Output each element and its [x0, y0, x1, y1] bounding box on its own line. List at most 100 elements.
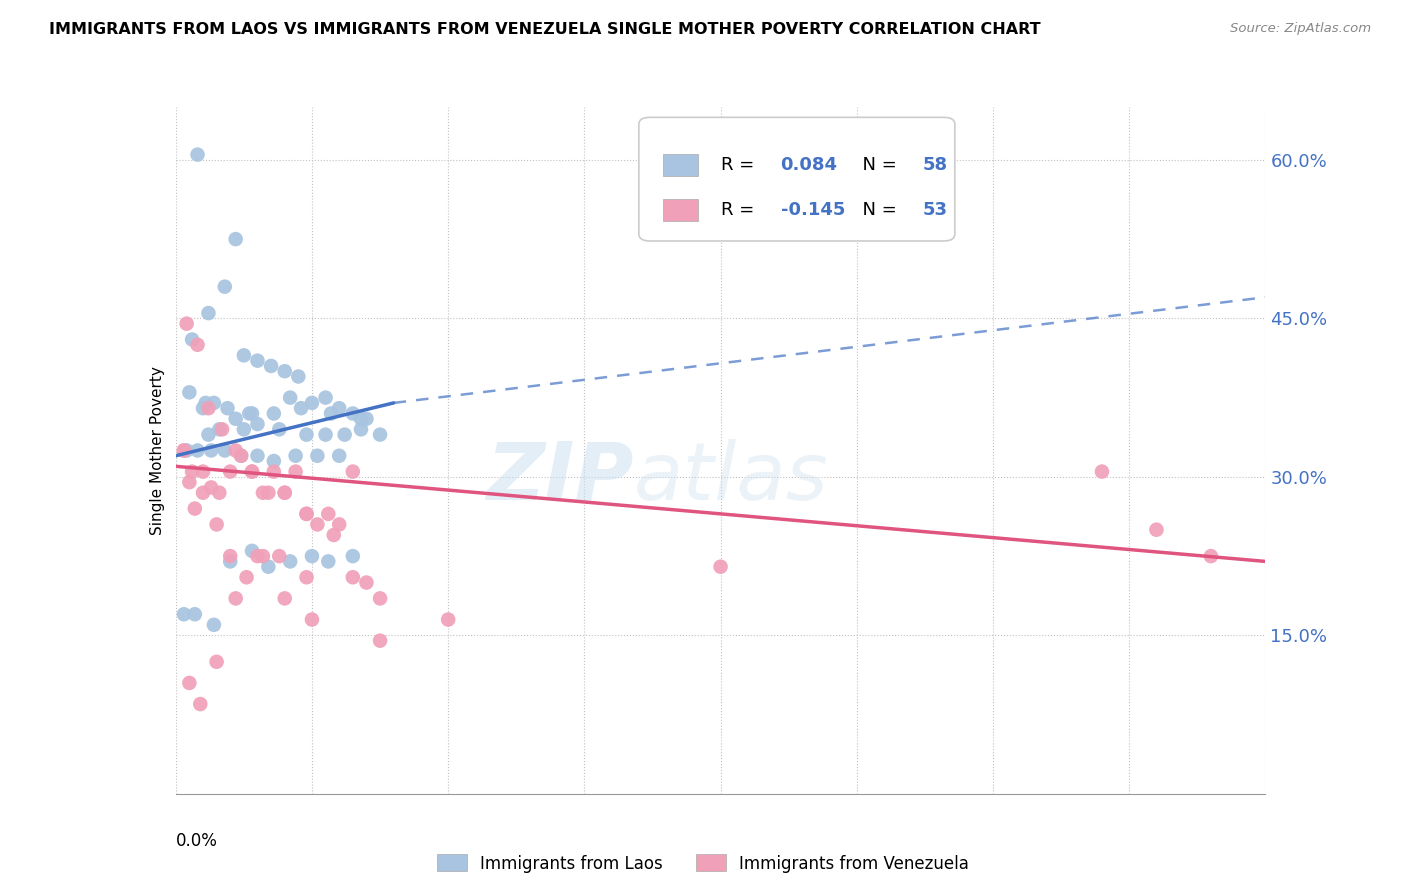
- Point: [225, 591, 247, 606]
- Point: [219, 554, 242, 568]
- Point: [307, 517, 329, 532]
- Point: [232, 348, 254, 362]
- Point: [184, 501, 207, 516]
- Point: [208, 485, 231, 500]
- Point: [217, 401, 239, 416]
- Point: [257, 559, 280, 574]
- Point: [181, 465, 204, 479]
- Point: [318, 554, 340, 568]
- Point: [179, 676, 201, 690]
- Point: [238, 407, 260, 421]
- Text: ZIP: ZIP: [486, 439, 633, 517]
- Text: 53: 53: [922, 201, 948, 219]
- Point: [197, 427, 219, 442]
- Point: [191, 485, 214, 500]
- Text: 0.0%: 0.0%: [176, 831, 218, 850]
- Point: [214, 443, 236, 458]
- Text: IMMIGRANTS FROM LAOS VS IMMIGRANTS FROM VENEZUELA SINGLE MOTHER POVERTY CORRELAT: IMMIGRANTS FROM LAOS VS IMMIGRANTS FROM …: [49, 22, 1040, 37]
- Point: [197, 306, 219, 320]
- Point: [328, 517, 350, 532]
- Point: [205, 517, 228, 532]
- Text: 0.084: 0.084: [780, 156, 838, 175]
- Point: [710, 559, 733, 574]
- Point: [200, 443, 222, 458]
- Point: [356, 575, 378, 590]
- Point: [246, 549, 269, 563]
- Text: 58: 58: [922, 156, 948, 175]
- Point: [240, 465, 263, 479]
- Point: [202, 396, 225, 410]
- Point: [342, 407, 364, 421]
- Point: [225, 232, 247, 246]
- Point: [333, 427, 356, 442]
- Point: [301, 549, 323, 563]
- Point: [240, 544, 263, 558]
- Point: [191, 401, 214, 416]
- Point: [252, 549, 274, 563]
- Point: [319, 407, 342, 421]
- Y-axis label: Single Mother Poverty: Single Mother Poverty: [149, 366, 165, 535]
- Text: R =: R =: [721, 156, 759, 175]
- Point: [176, 317, 198, 331]
- Point: [368, 591, 391, 606]
- Point: [263, 454, 285, 468]
- FancyBboxPatch shape: [638, 118, 955, 241]
- Point: [284, 465, 307, 479]
- Point: [263, 465, 285, 479]
- Point: [208, 422, 231, 436]
- Point: [350, 411, 373, 425]
- Point: [173, 607, 195, 622]
- Point: [197, 401, 219, 416]
- Point: [231, 449, 253, 463]
- Point: [318, 507, 340, 521]
- Point: [274, 591, 297, 606]
- Point: [368, 427, 391, 442]
- Point: [1144, 523, 1167, 537]
- Point: [257, 485, 280, 500]
- Point: [342, 549, 364, 563]
- Point: [350, 422, 373, 436]
- Point: [368, 633, 391, 648]
- Point: [188, 697, 211, 711]
- Point: [235, 570, 257, 584]
- Text: atlas: atlas: [633, 439, 828, 517]
- Point: [295, 507, 318, 521]
- Point: [246, 449, 269, 463]
- Point: [246, 353, 269, 368]
- Point: [328, 449, 350, 463]
- Point: [278, 391, 301, 405]
- Point: [274, 485, 297, 500]
- Text: R =: R =: [721, 201, 759, 219]
- Point: [231, 449, 253, 463]
- Point: [269, 422, 291, 436]
- Point: [301, 396, 323, 410]
- Point: [181, 333, 204, 347]
- Point: [225, 443, 247, 458]
- Point: [194, 396, 217, 410]
- Point: [342, 570, 364, 584]
- Point: [179, 475, 201, 490]
- Point: [173, 443, 195, 458]
- Point: [307, 449, 329, 463]
- Point: [356, 411, 378, 425]
- Text: Source: ZipAtlas.com: Source: ZipAtlas.com: [1230, 22, 1371, 36]
- Point: [295, 570, 318, 584]
- Point: [186, 338, 209, 352]
- Point: [295, 427, 318, 442]
- Point: [1091, 465, 1114, 479]
- Point: [176, 443, 198, 458]
- Point: [191, 465, 214, 479]
- Point: [232, 422, 254, 436]
- Point: [269, 549, 291, 563]
- Point: [184, 607, 207, 622]
- Point: [301, 613, 323, 627]
- FancyBboxPatch shape: [662, 199, 697, 221]
- Point: [295, 507, 318, 521]
- Point: [219, 549, 242, 563]
- Legend: Immigrants from Laos, Immigrants from Venezuela: Immigrants from Laos, Immigrants from Ve…: [430, 847, 976, 880]
- FancyBboxPatch shape: [662, 154, 697, 177]
- Point: [437, 613, 460, 627]
- Point: [211, 422, 233, 436]
- Point: [342, 465, 364, 479]
- Point: [328, 401, 350, 416]
